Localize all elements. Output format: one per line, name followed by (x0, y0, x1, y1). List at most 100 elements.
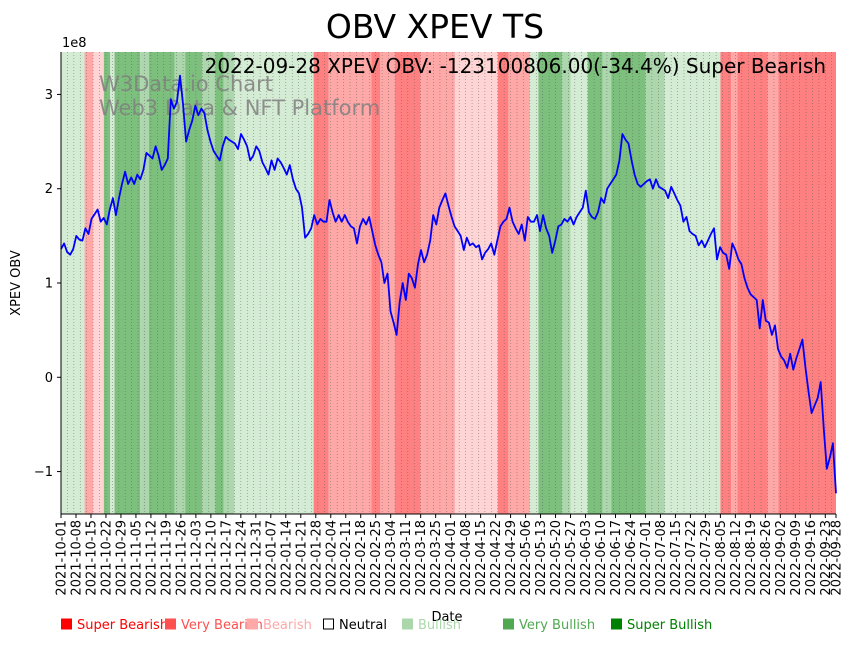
regime-band-34 (737, 52, 768, 514)
y-scale-multiplier: 1e8 (62, 36, 87, 51)
chart-title: OBV XPEV TS (326, 7, 544, 46)
y-tick-label-3: 2 (45, 182, 53, 197)
x-tick-label-18: 2022-02-04 (324, 520, 339, 596)
regime-band-1 (84, 52, 94, 514)
x-tick-label-7: 2021-11-19 (159, 520, 174, 596)
x-tick-label-22: 2022-03-04 (384, 520, 399, 596)
regime-bands (61, 52, 836, 514)
x-tick-label-21: 2022-02-25 (369, 520, 384, 596)
x-tick-label-3: 2021-10-22 (99, 520, 114, 596)
x-tick-label-29: 2022-04-22 (489, 520, 504, 596)
x-tick-label-6: 2021-11-12 (144, 520, 159, 596)
x-tick-label-27: 2022-04-08 (459, 520, 474, 596)
x-tick-label-48: 2022-09-02 (774, 520, 789, 596)
legend-label-5: Very Bullish (519, 618, 595, 633)
x-tick-label-46: 2022-08-19 (744, 520, 759, 596)
x-tick-label-50: 2022-09-16 (804, 520, 819, 596)
x-tick-label-19: 2022-02-11 (339, 520, 354, 596)
y-tick-label-2: 1 (45, 277, 53, 292)
x-tick-label-2: 2021-10-15 (84, 520, 99, 596)
x-tick-label-38: 2022-06-24 (624, 520, 639, 596)
watermark-line-1: Web3 Data & NFT Platform (99, 96, 380, 120)
legend-swatch-2 (247, 618, 258, 630)
x-tick-label-34: 2022-05-27 (564, 520, 579, 596)
legend-label-4: Bullish (418, 618, 461, 633)
regime-band-36 (778, 52, 836, 514)
regime-band-25 (561, 52, 571, 514)
x-tick-label-4: 2021-10-29 (114, 520, 129, 596)
x-tick-label-51: 2022-09-23 (819, 520, 834, 596)
y-tick-label-0: −1 (34, 465, 53, 480)
regime-band-22 (508, 52, 530, 514)
x-tick-label-24: 2022-03-18 (414, 520, 429, 596)
x-tick-label-17: 2022-01-28 (309, 520, 324, 596)
watermark-line-0: W3Data.io Chart (99, 72, 273, 96)
x-tick-label-49: 2022-09-09 (789, 520, 804, 596)
series-line-0 (60, 74, 837, 494)
regime-band-24 (538, 52, 562, 514)
x-tick-label-33: 2022-05-20 (549, 520, 564, 596)
x-tick-label-15: 2022-01-14 (279, 520, 294, 596)
x-tick-label-23: 2022-03-11 (399, 520, 414, 596)
y-axis-label: XPEV OBV (9, 250, 24, 316)
legend-label-3: Neutral (339, 618, 387, 633)
x-tick-label-32: 2022-05-13 (534, 520, 549, 596)
vertical-gridlines (60, 52, 833, 514)
x-tick-label-40: 2022-07-08 (654, 520, 669, 596)
legend-swatch-6 (611, 618, 622, 630)
x-tick-label-41: 2022-07-15 (669, 520, 684, 596)
x-tick-label-0: 2021-10-01 (55, 520, 70, 596)
x-tick-label-31: 2022-05-06 (519, 520, 534, 596)
x-tick-label-28: 2022-04-15 (474, 520, 489, 596)
regime-band-5 (114, 52, 141, 514)
obv-line-series (60, 74, 837, 494)
regime-band-7 (148, 52, 175, 514)
legend-label-0: Super Bearish (77, 618, 168, 633)
x-tick-label-43: 2022-07-29 (699, 520, 714, 596)
regime-band-2 (93, 52, 104, 514)
legend-label-1: Very Bearish (181, 618, 263, 633)
regime-band-32 (720, 52, 732, 514)
regime-band-12 (223, 52, 235, 514)
x-tick-label-36: 2022-06-10 (594, 520, 609, 596)
regime-band-8 (174, 52, 186, 514)
regime-band-3 (103, 52, 111, 514)
regime-band-19 (420, 52, 455, 514)
x-tick-label-16: 2022-01-21 (294, 520, 309, 596)
x-tick-label-14: 2022-01-07 (264, 520, 279, 596)
x-tick-label-52: 2022-09-28 (830, 520, 845, 596)
regime-band-0 (61, 52, 85, 514)
legend-label-2: Bearish (263, 618, 312, 633)
x-tick-label-26: 2022-04-01 (444, 520, 459, 596)
x-tick-label-25: 2022-03-25 (429, 520, 444, 596)
x-tick-label-5: 2021-11-05 (129, 520, 144, 596)
regime-band-30 (645, 52, 665, 514)
x-tick-label-20: 2022-02-18 (354, 520, 369, 596)
x-tick-label-12: 2021-12-24 (234, 520, 249, 596)
x-axis-label: Date (431, 610, 462, 625)
legend-swatch-0 (61, 618, 72, 630)
legend-label-6: Super Bullish (627, 618, 712, 633)
x-tick-label-42: 2022-07-22 (684, 520, 699, 596)
regime-band-29 (611, 52, 646, 514)
regime-band-13 (234, 52, 314, 514)
x-tick-label-45: 2022-08-12 (729, 520, 744, 596)
regime-band-21 (497, 52, 509, 514)
y-tick-label-1: 0 (45, 371, 53, 386)
regime-band-11 (215, 52, 224, 514)
legend-swatch-5 (503, 618, 514, 630)
x-tick-label-35: 2022-06-03 (579, 520, 594, 596)
y-tick-label-4: 3 (45, 88, 53, 103)
regime-band-9 (185, 52, 203, 514)
regime-band-33 (731, 52, 738, 514)
legend: Super Bearish Very Bearish Bearish Neutral B… (61, 618, 712, 633)
x-tick-label-11: 2021-12-17 (219, 520, 234, 596)
legend-swatch-3 (323, 618, 334, 630)
x-tick-label-13: 2021-12-31 (249, 520, 264, 596)
x-tick-label-9: 2021-12-03 (189, 520, 204, 596)
x-tick-label-37: 2022-06-17 (609, 520, 624, 596)
x-tick-label-10: 2021-12-10 (204, 520, 219, 596)
x-tick-label-47: 2022-08-26 (759, 520, 774, 596)
